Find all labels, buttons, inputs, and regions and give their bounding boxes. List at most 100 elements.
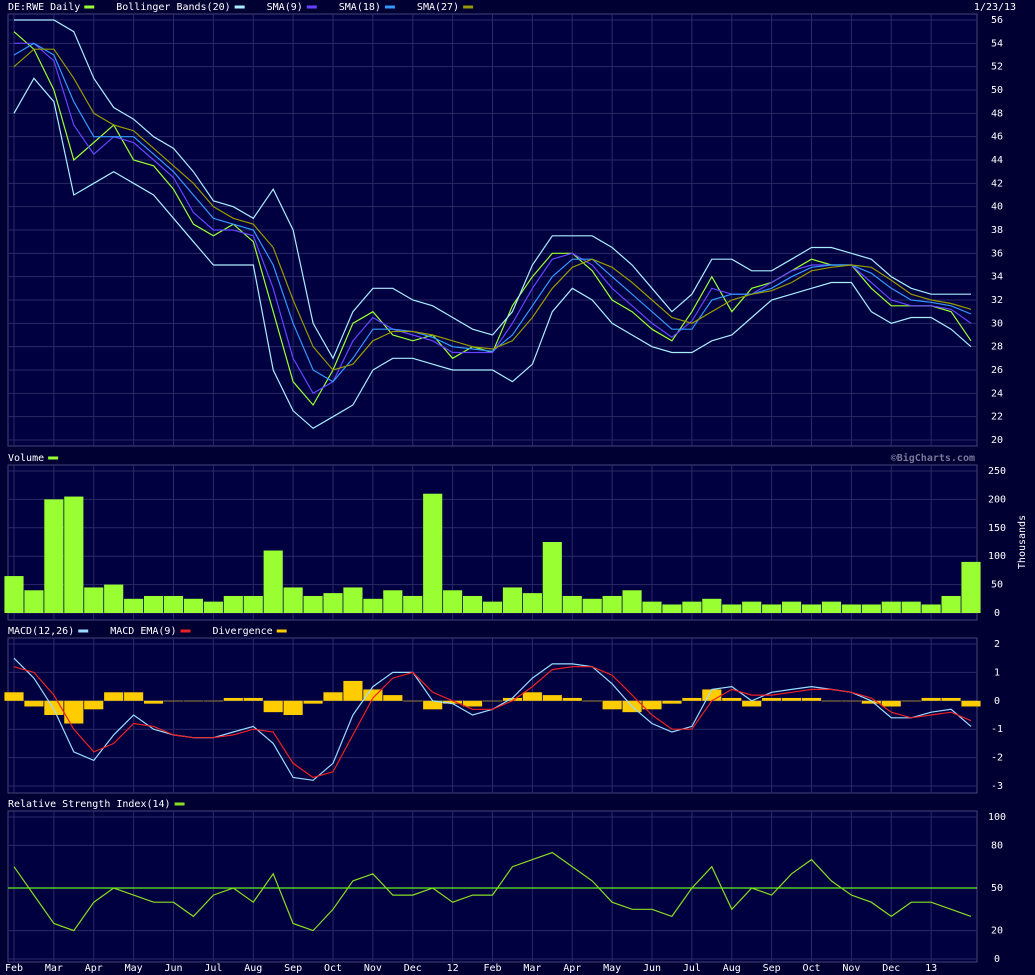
y-tick-label: 52	[991, 62, 1003, 73]
y-tick-label: -2	[991, 753, 1003, 764]
x-tick-label: Aug	[723, 963, 741, 974]
y-tick-label: 0	[994, 954, 1000, 965]
bar	[482, 700, 503, 702]
legend-label: Relative Strength Index(14)	[8, 799, 171, 810]
bar	[104, 692, 124, 701]
y-tick-label: 50	[991, 883, 1003, 894]
y-tick-label: 36	[991, 248, 1003, 259]
bar	[323, 692, 343, 701]
bar	[522, 593, 542, 613]
bar	[742, 700, 762, 707]
bar	[662, 700, 682, 704]
bar	[363, 689, 383, 701]
bar	[403, 595, 423, 613]
y-tick-label: 28	[991, 342, 1003, 353]
line	[14, 42, 972, 395]
bar	[4, 576, 24, 613]
y-tick-label: 100	[988, 551, 1006, 562]
y-tick-label: 50	[991, 580, 1003, 591]
bar	[682, 601, 702, 613]
bar	[443, 590, 463, 613]
bar	[602, 700, 622, 710]
legend-label: DE:RWE Daily	[8, 2, 80, 13]
bar	[163, 700, 184, 702]
bar	[24, 590, 44, 613]
x-tick-label: Mar	[523, 963, 541, 974]
bar	[283, 700, 303, 715]
x-tick-label: Dec	[882, 963, 900, 974]
legend-label: SMA(18)	[339, 2, 381, 13]
bar	[183, 700, 204, 702]
line	[13, 42, 972, 383]
bar	[263, 700, 283, 713]
y-tick-label: 40	[991, 202, 1003, 213]
bar	[343, 680, 363, 701]
bar	[961, 700, 981, 707]
y-tick-label: 20	[991, 926, 1003, 937]
bar	[84, 700, 104, 710]
bar	[562, 697, 582, 701]
bar	[821, 601, 842, 613]
y-tick-label: 26	[991, 365, 1003, 376]
date-label: 1/23/13	[974, 2, 1016, 13]
x-tick-label: Sep	[763, 963, 781, 974]
y-tick-label: 50	[991, 85, 1003, 96]
bar	[941, 697, 961, 701]
line	[13, 666, 972, 779]
bar	[562, 595, 582, 613]
bar	[203, 601, 223, 613]
bar	[522, 692, 542, 701]
y-tick-label: 1	[994, 667, 1000, 678]
y-tick-label: 200	[988, 494, 1006, 505]
bar	[243, 595, 263, 613]
y-tick-label: 0	[994, 696, 1000, 707]
bar	[104, 584, 124, 613]
x-tick-label: May	[125, 963, 143, 974]
y-tick-label: 32	[991, 295, 1003, 306]
y-tick-label: 38	[991, 225, 1003, 236]
bar	[762, 604, 782, 613]
bar	[403, 700, 423, 702]
bar	[4, 692, 24, 701]
x-tick-label: Feb	[483, 963, 501, 974]
y-tick-label: 22	[991, 412, 1003, 423]
bar	[303, 595, 323, 613]
bar	[682, 697, 702, 701]
bar	[841, 700, 861, 702]
y-tick-label: 2	[994, 639, 1000, 650]
x-tick-label: May	[603, 963, 621, 974]
legend-label: MACD(12,26)	[8, 626, 74, 637]
bar	[861, 700, 881, 704]
band-lower	[13, 77, 972, 430]
bar	[183, 598, 204, 613]
x-tick-label: Oct	[324, 963, 342, 974]
bar	[163, 595, 184, 613]
bar	[203, 700, 223, 702]
bar	[642, 601, 662, 613]
y-tick-label: 46	[991, 132, 1003, 143]
bar	[881, 601, 901, 613]
y-tick-label: 42	[991, 178, 1003, 189]
y-tick-label: 48	[991, 108, 1003, 119]
line	[13, 851, 972, 932]
y-tick-label: 44	[991, 155, 1003, 166]
x-tick-label: Jun	[643, 963, 661, 974]
bar	[323, 593, 343, 613]
bar	[462, 700, 483, 707]
bar	[801, 604, 822, 613]
bar	[841, 604, 861, 613]
x-tick-label: 13	[925, 963, 937, 974]
bar	[443, 700, 463, 704]
bar	[303, 700, 323, 704]
bar	[921, 697, 941, 701]
bar	[423, 493, 443, 613]
bar	[502, 697, 523, 701]
bar	[24, 700, 44, 707]
y-tick-label: -1	[991, 724, 1003, 735]
x-tick-label: Oct	[802, 963, 820, 974]
bar	[223, 697, 243, 701]
legend-label: Volume	[8, 453, 44, 464]
legend-label: Divergence	[212, 626, 272, 637]
x-tick-label: Mar	[45, 963, 63, 974]
